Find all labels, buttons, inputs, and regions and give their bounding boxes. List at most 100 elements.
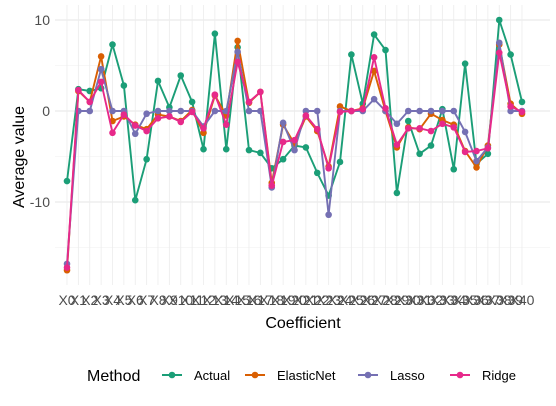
data-point: [473, 157, 480, 165]
data-point: [439, 120, 446, 128]
data-point: [461, 128, 469, 136]
x-tick-label: X7: [138, 292, 155, 308]
data-point: [461, 60, 469, 67]
data-point: [75, 86, 82, 94]
legend-label: Actual: [194, 368, 230, 383]
series-layer: [63, 16, 526, 274]
data-point: [131, 196, 139, 204]
data-point: [495, 49, 503, 57]
x-tick-label: X14: [214, 292, 239, 308]
data-point: [507, 103, 514, 110]
data-point: [495, 16, 503, 24]
legend-key-point: [456, 371, 464, 379]
x-tick-label: X37: [475, 292, 500, 308]
x-tick-label: X33: [430, 292, 455, 308]
x-tick-label: X35: [453, 292, 478, 308]
data-point: [188, 108, 196, 116]
x-tick-label: X23: [316, 292, 341, 308]
x-tick-label: X2: [81, 292, 98, 308]
legend-item-ridge: Ridge: [450, 368, 516, 383]
data-point: [313, 107, 321, 115]
data-point: [154, 107, 162, 115]
data-point: [427, 142, 435, 149]
x-tick-label: X8: [149, 292, 166, 308]
data-point: [257, 88, 264, 96]
data-point: [120, 82, 128, 89]
legend-item-actual: Actual: [162, 368, 230, 383]
data-point: [416, 107, 423, 115]
x-tick-label: X16: [237, 292, 262, 308]
data-point: [234, 58, 241, 66]
data-point: [348, 51, 355, 58]
data-point: [450, 124, 458, 131]
data-point: [143, 127, 150, 135]
x-tick-label: X4: [104, 292, 121, 308]
data-point: [222, 121, 230, 128]
data-point: [336, 103, 344, 110]
data-point: [222, 145, 230, 153]
data-point: [495, 39, 503, 47]
data-point: [63, 177, 71, 185]
data-point: [484, 150, 492, 158]
legend-label: Ridge: [482, 368, 516, 383]
data-point: [245, 146, 253, 154]
data-point: [200, 145, 207, 153]
data-point: [313, 125, 321, 133]
data-point: [234, 48, 241, 56]
data-point: [473, 164, 480, 171]
x-tick-label: X12: [191, 292, 216, 308]
data-point: [257, 149, 264, 157]
y-tick-label: 0: [42, 103, 50, 119]
data-point: [461, 148, 469, 156]
data-point: [370, 54, 378, 61]
x-axis-title: Coefficient: [265, 315, 341, 332]
data-point: [279, 155, 287, 163]
x-tick-labels: X0X1X2X3X4X5X6X7X8X9X10X11X12X13X14X15X1…: [58, 292, 534, 308]
x-tick-label: X40: [510, 292, 535, 308]
x-tick-label: X30: [396, 292, 421, 308]
x-tick-label: X36: [464, 292, 489, 308]
data-point: [188, 98, 196, 106]
y-tick-labels: -10 0 10: [30, 12, 50, 210]
data-point: [336, 158, 344, 166]
legend-key-point: [364, 371, 372, 379]
data-point: [245, 98, 253, 106]
legend-label: ElasticNet: [277, 368, 336, 383]
data-point: [63, 264, 71, 271]
data-point: [291, 146, 298, 154]
data-point: [268, 182, 276, 189]
data-point: [348, 107, 355, 115]
x-tick-label: X22: [305, 292, 330, 308]
y-tick-label: -10: [30, 194, 50, 210]
data-point: [393, 141, 401, 148]
data-point: [245, 107, 253, 115]
data-point: [86, 107, 94, 115]
x-tick-label: X24: [328, 292, 353, 308]
x-tick-label: X0: [58, 292, 75, 308]
data-point: [416, 150, 423, 158]
data-point: [404, 117, 412, 125]
x-tick-label: X15: [225, 292, 250, 308]
legend-key-point: [251, 371, 259, 379]
data-point: [484, 145, 492, 152]
series-ridge: [63, 49, 526, 271]
x-tick-label: X27: [362, 292, 387, 308]
data-point: [109, 129, 116, 137]
x-tick-label: X34: [441, 292, 466, 308]
data-point: [154, 77, 162, 85]
data-point: [143, 110, 150, 118]
data-point: [279, 119, 287, 127]
x-tick-label: X10: [168, 292, 193, 308]
data-point: [416, 124, 423, 132]
data-point: [234, 37, 241, 45]
x-tick-label: X25: [339, 292, 364, 308]
data-point: [370, 67, 378, 75]
data-point: [200, 129, 207, 137]
x-tick-label: X18: [259, 292, 284, 308]
data-point: [313, 169, 321, 177]
data-point: [359, 105, 367, 113]
data-point: [200, 124, 207, 132]
legend-item-elasticnet: ElasticNet: [245, 368, 336, 383]
data-point: [336, 108, 344, 116]
